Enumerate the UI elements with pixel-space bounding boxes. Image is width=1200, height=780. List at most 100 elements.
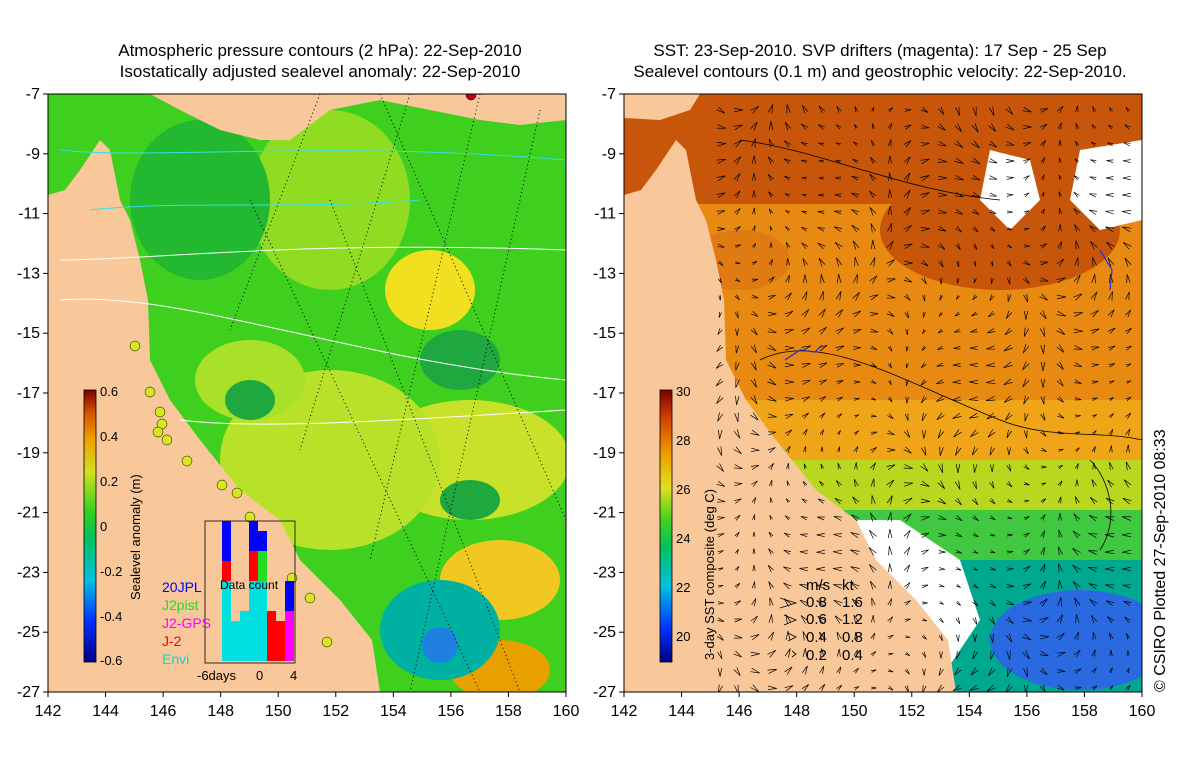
velocity-arrow [717,684,724,692]
velocity-arrow [870,478,875,488]
velocity-arrow [888,652,894,656]
velocity-arrow [903,189,911,199]
velocity-arrow [1106,159,1114,163]
velocity-arrow [1122,226,1132,233]
velocity-arrow [969,363,978,368]
velocity-arrow [734,311,739,319]
velocity-arrow [852,292,860,301]
velocity-arrow [802,648,807,658]
right-cb-tick: 26 [676,482,690,497]
velocity-arrow [1126,380,1131,384]
velocity-arrow [716,175,726,182]
velocity-arrow [1091,667,1097,674]
velocity-arrow [1041,465,1047,469]
velocity-arrow [903,529,911,539]
velocity-arrow [835,309,844,318]
velocity-arrow [735,361,740,371]
velocity-arrow [734,412,739,423]
velocity-arrow [1109,685,1114,690]
velocity-arrow [801,412,809,419]
velocity-arrow [1024,210,1030,214]
velocity-arrow [969,412,979,419]
left-cb-tick: 0 [100,519,107,534]
velocity-arrow [905,396,909,404]
velocity-arrow [938,532,947,537]
velocity-arrow [716,142,727,147]
velocity-arrow [833,549,843,555]
velocity-arrow [989,209,997,215]
velocity-arrow [1107,309,1115,318]
velocity-arrow [1022,142,1032,147]
velocity-arrow [767,156,774,165]
velocity-arrow [784,310,794,318]
velocity-arrow [1122,210,1132,215]
velocity-arrow [988,140,998,148]
velocity-arrow [973,634,977,643]
velocity-arrow [1056,294,1066,300]
legend-j2pist: J2pist [162,597,199,613]
velocity-arrow [1107,616,1115,624]
velocity-arrow [1007,516,1013,520]
velocity-arrow [783,158,791,164]
velocity-arrow [903,429,911,438]
velocity-arrow [1105,210,1115,215]
sst-warm-patch [880,170,1120,290]
velocity-arrow [750,429,760,436]
velocity-arrow [1039,580,1047,590]
velocity-arrow [920,362,927,369]
velocity-arrow [938,634,943,641]
velocity-arrow [1006,260,1012,267]
velocity-arrow [1057,431,1064,435]
velocity-arrow [800,141,808,147]
velocity-arrow [886,495,893,505]
velocity-arrow [1039,327,1046,337]
velocity-arrow [920,532,930,538]
left-cb-tick: -0.6 [100,653,122,668]
velocity-arrow [1109,445,1113,453]
velocity-arrow [952,684,962,692]
velocity-arrow [1040,344,1045,355]
velocity-arrow [1056,361,1064,370]
velocity-arrow [784,685,794,692]
velocity-arrow [937,480,945,489]
velocity-arrow [887,223,892,233]
velocity-arrow [955,617,961,625]
velocity-arrow [1022,378,1030,388]
velocity-arrow [1039,667,1048,676]
velocity-arrow [920,480,930,487]
velocity-arrow [870,669,877,673]
velocity-arrow [802,105,809,114]
velocity-arrow [852,329,862,334]
velocity-arrow [988,123,997,132]
velocity-arrow [1039,310,1047,320]
velocity-arrow [1109,667,1113,674]
velocity-arrow [851,209,860,216]
velocity-arrow [922,294,926,302]
velocity-arrow [1125,684,1131,691]
velocity-arrow [1040,498,1047,504]
right-colorbar: 30 28 26 24 22 20 3-day SST composite (d… [659,384,717,663]
velocity-arrow [1056,258,1065,267]
velocity-arrow [716,463,725,472]
velocity-arrow [1073,293,1083,301]
velocity-arrow [1125,633,1131,640]
velocity-arrow [717,516,725,521]
lon-tick-label: 148 [783,703,810,720]
velocity-arrow [854,462,858,470]
velocity-arrow [969,379,979,385]
velocity-arrow [870,379,877,384]
velocity-arrow [938,584,945,588]
velocity-arrow [956,260,960,268]
velocity-arrow [937,242,946,250]
velocity-arrow [1058,157,1062,163]
velocity-arrow [989,583,997,589]
velocity-arrow [888,669,894,673]
velocity-arrow [1057,596,1062,607]
velocity-arrow [988,175,998,180]
velocity-arrow [1088,550,1098,555]
velocity-arrow [870,431,878,436]
left-title-line2: Isostatically adjusted sealevel anomaly:… [119,62,521,81]
pressure-contour [179,409,566,425]
velocity-arrow [835,291,842,301]
velocity-arrow [1039,617,1049,624]
